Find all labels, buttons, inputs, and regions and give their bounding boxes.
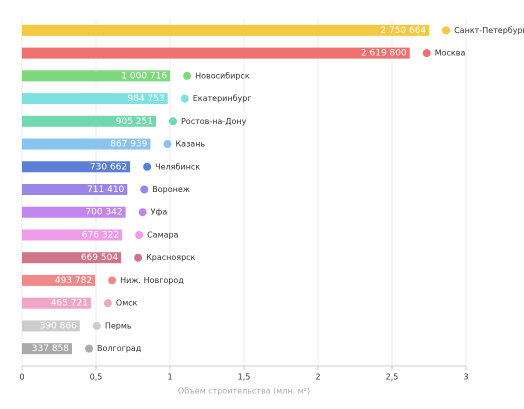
category-label: Омск bbox=[116, 299, 138, 308]
bar bbox=[22, 343, 73, 355]
value-label: 905 251 bbox=[116, 117, 153, 127]
category-label: Волгоград bbox=[97, 344, 142, 353]
category-label: Санкт-Петербург bbox=[454, 26, 524, 35]
bar bbox=[22, 229, 123, 241]
bar bbox=[22, 47, 410, 59]
value-label: 1 000 716 bbox=[121, 71, 167, 81]
x-tick-label: 2,5 bbox=[386, 373, 399, 382]
value-label: 700 342 bbox=[85, 208, 122, 218]
dot bbox=[134, 253, 143, 262]
x-tick-label: 1 bbox=[167, 373, 172, 382]
bar bbox=[22, 138, 151, 150]
value-label: 337 858 bbox=[32, 344, 69, 354]
x-tick-label: 0 bbox=[19, 373, 24, 382]
value-label: 669 504 bbox=[81, 253, 118, 263]
category-label: Воронеж bbox=[152, 185, 190, 194]
value-label: 730 662 bbox=[90, 162, 127, 172]
x-tick-label: 2 bbox=[315, 373, 320, 382]
category-label: Новосибирск bbox=[195, 71, 250, 80]
dot bbox=[180, 94, 189, 103]
value-label: 711 410 bbox=[87, 185, 124, 195]
value-label: 493 782 bbox=[55, 276, 92, 286]
dot bbox=[168, 117, 177, 126]
bar bbox=[22, 115, 156, 127]
category-label: Уфа bbox=[151, 208, 168, 217]
category-label: Пермь bbox=[105, 321, 132, 330]
x-tick-label: 3 bbox=[463, 373, 468, 382]
value-label: 2 750 664 bbox=[380, 26, 426, 36]
bar bbox=[22, 252, 122, 264]
category-label: Екатеринбург bbox=[193, 94, 252, 103]
dot bbox=[442, 26, 451, 35]
dot bbox=[135, 230, 144, 239]
category-label: Челябинск bbox=[155, 162, 200, 171]
x-axis-label: Объем строительства (млн. м²) bbox=[178, 387, 310, 396]
bar bbox=[22, 320, 80, 332]
value-label: 676 322 bbox=[82, 230, 119, 240]
bar bbox=[22, 206, 126, 218]
bar bbox=[22, 184, 128, 195]
value-label: 984 753 bbox=[128, 94, 165, 104]
value-label: 465 721 bbox=[51, 299, 88, 309]
dot bbox=[103, 299, 112, 308]
category-label: Ниж. Новгород bbox=[120, 276, 184, 285]
category-label: Красноярск bbox=[146, 253, 195, 262]
value-label: 867 939 bbox=[110, 140, 147, 150]
category-label: Самара bbox=[147, 230, 179, 239]
dot bbox=[92, 321, 101, 330]
bar bbox=[22, 161, 131, 173]
bar bbox=[22, 93, 168, 105]
dot bbox=[85, 344, 94, 353]
dot bbox=[108, 276, 117, 285]
category-label: Казань bbox=[175, 140, 205, 149]
dot bbox=[422, 49, 431, 58]
dot bbox=[138, 208, 147, 217]
dot bbox=[163, 140, 172, 149]
value-label: 2 619 800 bbox=[361, 49, 407, 59]
category-label: Москва bbox=[435, 49, 466, 58]
bar bbox=[22, 274, 96, 286]
value-label: 390 866 bbox=[40, 321, 77, 331]
category-label: Ростов-на-Дону bbox=[181, 117, 247, 126]
dot bbox=[183, 71, 192, 80]
bar bbox=[22, 24, 430, 36]
x-tick-label: 1,5 bbox=[238, 373, 251, 382]
dot bbox=[143, 162, 152, 171]
bar bbox=[22, 297, 91, 309]
dot bbox=[140, 185, 149, 194]
x-tick-label: 0,5 bbox=[90, 373, 103, 382]
bar bbox=[22, 70, 171, 82]
